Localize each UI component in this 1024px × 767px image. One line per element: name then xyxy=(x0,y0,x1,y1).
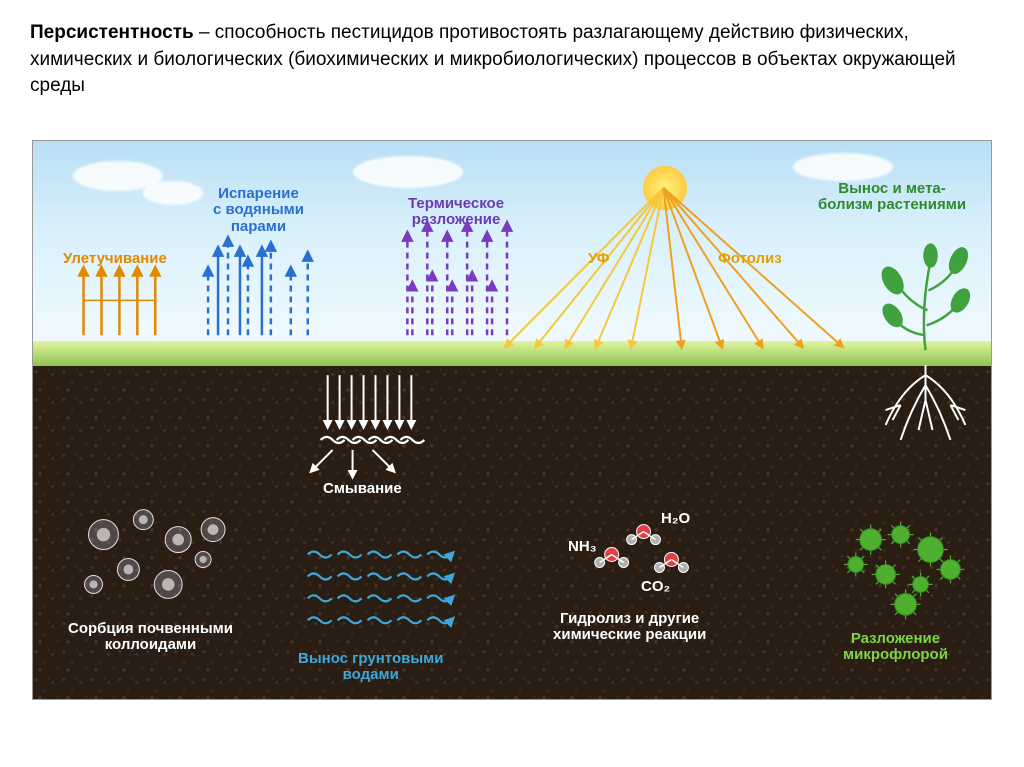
definition-paragraph: Персистентность – способность пестицидов… xyxy=(30,20,994,100)
label-volatilization: Улетучивание xyxy=(63,251,167,268)
label-microflora: Разложение микрофлорой xyxy=(843,631,948,664)
label-plant_uptake: Вынос и мета- болизм растениями xyxy=(818,181,966,214)
sky xyxy=(33,141,991,361)
sun-icon xyxy=(643,166,687,210)
label-photolysis: Фотолиз xyxy=(718,251,782,268)
label-hydrolysis: Гидролиз и другие химические реакции xyxy=(553,611,706,644)
label-uv: УФ xyxy=(588,251,610,268)
label-nh3: NH₃ xyxy=(568,539,597,556)
label-co2: CO₂ xyxy=(641,579,670,596)
diagram: Улетучивание Испарение с водяными парами Т… xyxy=(32,140,992,700)
label-groundwater: Вынос грунтовыми водами xyxy=(298,651,443,684)
label-washing: Смывание xyxy=(323,481,402,498)
label-evaporation: Испарение с водяными парами xyxy=(213,186,304,236)
label-thermal: Термическое разложение xyxy=(408,196,504,229)
label-sorption: Сорбция почвенными коллоидами xyxy=(68,621,233,654)
term: Персистентность xyxy=(30,22,194,43)
label-h2o: H₂O xyxy=(661,511,690,528)
